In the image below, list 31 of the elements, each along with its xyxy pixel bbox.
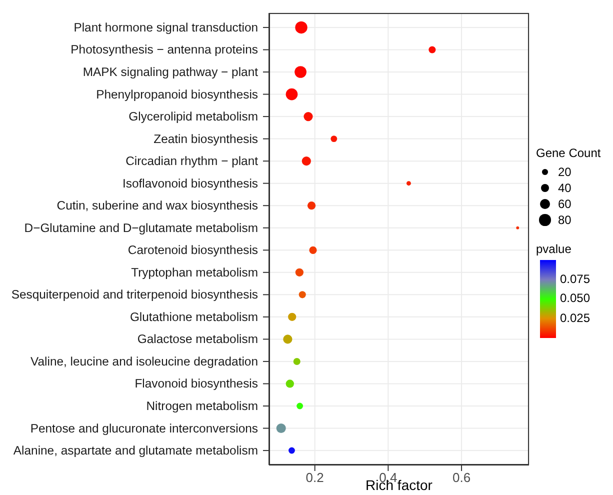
color-bar-label: 0.050 — [560, 291, 590, 305]
legend-label: 40 — [558, 181, 572, 195]
y-tick-label: Galactose metabolism — [137, 332, 258, 346]
color-bar-label: 0.075 — [560, 272, 590, 286]
y-tick-label: Phenylpropanoid biosynthesis — [96, 87, 258, 102]
legend-label: 60 — [558, 197, 572, 211]
legend-title: Gene Count — [536, 146, 601, 160]
y-tick-label: Cutin, suberine and wax biosynthesis — [56, 198, 258, 213]
x-tick-label: 0.2 — [306, 470, 324, 486]
color-bar-title: pvalue — [536, 242, 572, 256]
legend-label: 80 — [558, 213, 572, 227]
y-tick-label: Glutathione metabolism — [130, 310, 258, 324]
y-tick-label: Photosynthesis − antenna proteins — [70, 42, 258, 57]
y-tick-label: Alanine, aspartate and glutamate metabolism — [13, 444, 258, 458]
y-tick-label: Nitrogen metabolism — [146, 398, 258, 413]
y-tick-label: Valine, leucine and isoleucine degradation — [30, 354, 258, 368]
y-tick-label: Isoflavonoid biosynthesis — [122, 176, 258, 190]
y-tick-label: MAPK signaling pathway − plant — [82, 65, 259, 80]
y-tick-label: Pentose and glucuronate interconversions — [30, 421, 258, 436]
color-bar-label: 0.025 — [560, 310, 590, 324]
x-tick-label: 0.6 — [452, 470, 471, 486]
y-tick-label: Zeatin biosynthesis — [154, 132, 258, 146]
y-tick-label: Tryptophan metabolism — [131, 265, 258, 280]
y-tick-label: D−Glutamine and D−glutamate metabolism — [24, 220, 258, 235]
y-tick-label: Sesquiterpenoid and triterpenoid biosynthesis — [11, 288, 258, 302]
y-tick-label: Carotenoid biosynthesis — [128, 243, 258, 258]
y-tick-label: Glycerolipid metabolism — [128, 110, 258, 124]
y-tick-label: Circadian rhythm − plant — [126, 154, 259, 168]
y-tick-label: Plant hormone signal transduction — [74, 20, 258, 34]
legend-label: 20 — [558, 165, 572, 179]
y-tick-label: Flavonoid biosynthesis — [134, 376, 258, 391]
